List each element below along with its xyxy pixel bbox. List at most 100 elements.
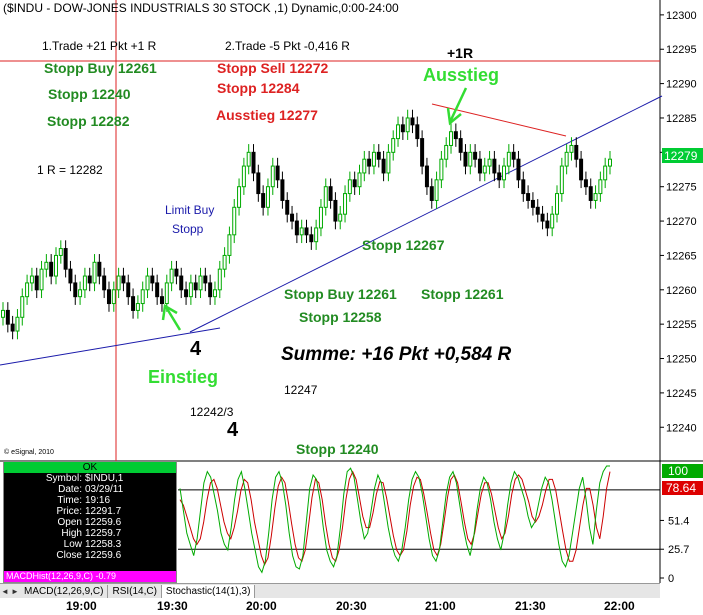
candle-body <box>506 151 511 167</box>
candle-body <box>400 124 405 133</box>
data-value: 12259.6 <box>85 550 122 561</box>
candle-body <box>449 131 454 146</box>
candle-body <box>294 220 299 236</box>
data-value: 12259.6 <box>85 517 122 528</box>
candle-body <box>140 289 145 305</box>
trade1-label: 1.Trade +21 Pkt +1 R <box>42 39 157 53</box>
x-tick-label: 22:00 <box>604 599 635 613</box>
candle-body <box>49 261 54 277</box>
stopp-12240-b-label: Stopp 12240 <box>296 441 379 457</box>
candle-body <box>439 158 444 181</box>
candle-body <box>92 261 97 284</box>
data-key: Symbol: <box>45 473 82 484</box>
tab-stochastic[interactable]: Stochastic(14(1),3) <box>161 584 256 598</box>
candle-body <box>241 165 246 188</box>
candle-body <box>246 151 251 167</box>
tab-rsi[interactable]: RSI(14,C) <box>108 584 162 598</box>
candle-body <box>275 165 280 181</box>
candle-body <box>362 158 367 174</box>
candle-body <box>15 316 20 332</box>
candle-body <box>530 199 535 208</box>
data-key: Date: <box>58 484 82 495</box>
ausstieg-arrow-head <box>446 107 462 126</box>
candle-body <box>256 172 261 195</box>
candle-body <box>579 158 584 181</box>
value-12247-label: 12247 <box>284 383 318 397</box>
candle-body <box>290 213 295 222</box>
candle-body <box>20 296 25 318</box>
candle-body <box>434 179 439 201</box>
tab-scroll-left-icon[interactable]: ◄ <box>1 586 9 596</box>
x-axis: 19:00 19:30 20:00 20:30 21:00 21:30 22:0… <box>0 597 703 615</box>
candle-body <box>169 268 174 284</box>
stoch-d-value: 78.64 <box>666 481 696 495</box>
candle-body <box>217 268 222 291</box>
data-window-row: Time: 19:16 <box>4 495 176 506</box>
stochastic-group <box>178 465 660 574</box>
summe-label: Summe: +16 Pkt +0,584 R <box>281 344 512 365</box>
candle-body <box>405 117 410 133</box>
candle-body <box>5 309 10 325</box>
candle-body <box>492 158 497 174</box>
candle-body <box>338 213 343 222</box>
stopp-blue-label: Stopp <box>172 222 204 236</box>
einstieg-label: Einstieg <box>148 367 218 387</box>
candle-body <box>135 303 140 311</box>
y-tick-label: 12245 <box>666 388 697 400</box>
candle-body <box>415 124 420 140</box>
candle-body <box>463 151 468 167</box>
candle-body <box>232 206 237 236</box>
candle-body <box>396 124 401 140</box>
candle-body <box>227 234 232 256</box>
x-tick-label: 19:30 <box>157 599 188 613</box>
stoch-tick-label: 51.4 <box>668 515 689 527</box>
candle-body <box>39 268 44 291</box>
candle-body <box>174 268 179 277</box>
einstieg-arrow-head <box>161 303 178 321</box>
candle-body <box>29 275 34 284</box>
candle-body <box>208 282 213 298</box>
candle-body <box>516 158 521 181</box>
candle-body <box>111 289 116 305</box>
data-value: 12291.7 <box>85 506 122 517</box>
stoch-k-badge <box>662 464 703 478</box>
value-12242-3-label: 12242/3 <box>190 405 234 419</box>
candle-body <box>270 165 275 188</box>
candle-body <box>429 186 434 201</box>
candle-body <box>583 179 588 188</box>
candle-body <box>473 151 478 160</box>
candle-body <box>458 138 463 153</box>
x-tick-label: 21:30 <box>515 599 546 613</box>
candle-body <box>63 248 68 270</box>
candle-body <box>410 117 415 126</box>
candle-body <box>444 144 449 160</box>
candle-body <box>386 151 391 174</box>
x-tick-label: 21:00 <box>425 599 456 613</box>
tab-scroll-right-icon[interactable]: ► <box>11 586 19 596</box>
candle-body <box>559 165 564 195</box>
candle-body <box>598 179 603 195</box>
y-tick-label: 12270 <box>666 216 697 228</box>
data-window-row: Open 12259.6 <box>4 517 176 528</box>
candle-body <box>608 158 612 167</box>
candle-body <box>453 131 458 140</box>
candle-body <box>73 282 78 298</box>
candle-body <box>497 172 502 181</box>
candle-body <box>265 186 270 208</box>
x-tick-label: 19:00 <box>66 599 97 613</box>
candle-body <box>237 186 242 208</box>
einstieg-arrow-shaft <box>164 306 182 331</box>
candle-body <box>603 165 608 181</box>
candle-body <box>468 151 473 167</box>
candle-body <box>521 179 526 195</box>
tab-macd[interactable]: MACD(12,26,9,C) <box>20 584 109 598</box>
y-tick-label: 12275 <box>666 182 697 194</box>
candle-body <box>203 275 208 284</box>
candle-body <box>526 193 531 201</box>
candle-body <box>179 275 184 291</box>
candle-body <box>420 138 425 167</box>
candle-body <box>564 151 569 167</box>
candle-body <box>357 172 362 188</box>
stoch-d-line <box>179 470 611 566</box>
